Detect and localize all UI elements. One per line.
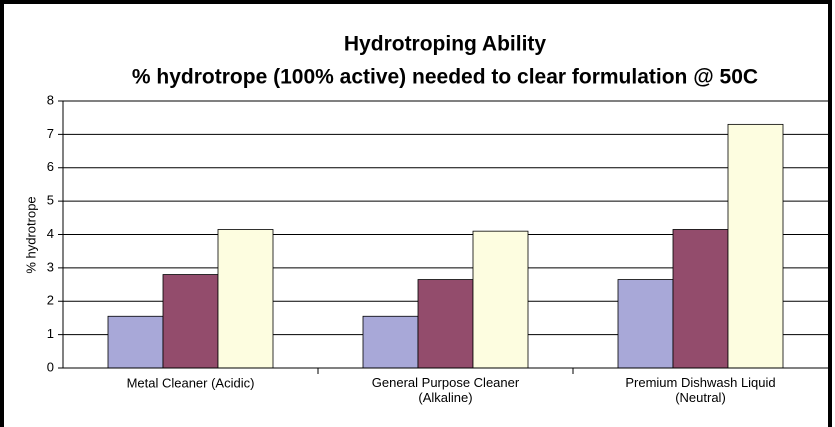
y-axis-label: % hydrotrope [23, 196, 38, 273]
chart-subtitle: % hydrotrope (100% active) needed to cle… [132, 66, 758, 89]
bar [107, 315, 164, 369]
y-tick-label: 1 [47, 326, 54, 341]
x-tick-label: General Purpose Cleaner (Alkaline) [372, 375, 520, 405]
bar [672, 229, 729, 369]
y-tick-label: 0 [47, 359, 54, 374]
bar [727, 123, 784, 369]
bar [362, 315, 419, 369]
y-tick-label: 5 [47, 193, 54, 208]
y-tick-label: 3 [47, 259, 54, 274]
y-tick-label: 7 [47, 126, 54, 141]
y-tick-label: 2 [47, 293, 54, 308]
bar [617, 279, 674, 369]
y-tick-label: 8 [47, 92, 54, 107]
y-tick-label: 6 [47, 159, 54, 174]
x-tick-label: Metal Cleaner (Acidic) [127, 375, 255, 390]
chart-title: Hydrotroping Ability [344, 33, 547, 56]
y-tick-label: 4 [47, 226, 54, 241]
bar [162, 274, 219, 369]
bar [472, 230, 529, 369]
bar [417, 279, 474, 369]
bar [217, 229, 274, 369]
x-tick-label: Premium Dishwash Liquid (Neutral) [625, 375, 775, 405]
